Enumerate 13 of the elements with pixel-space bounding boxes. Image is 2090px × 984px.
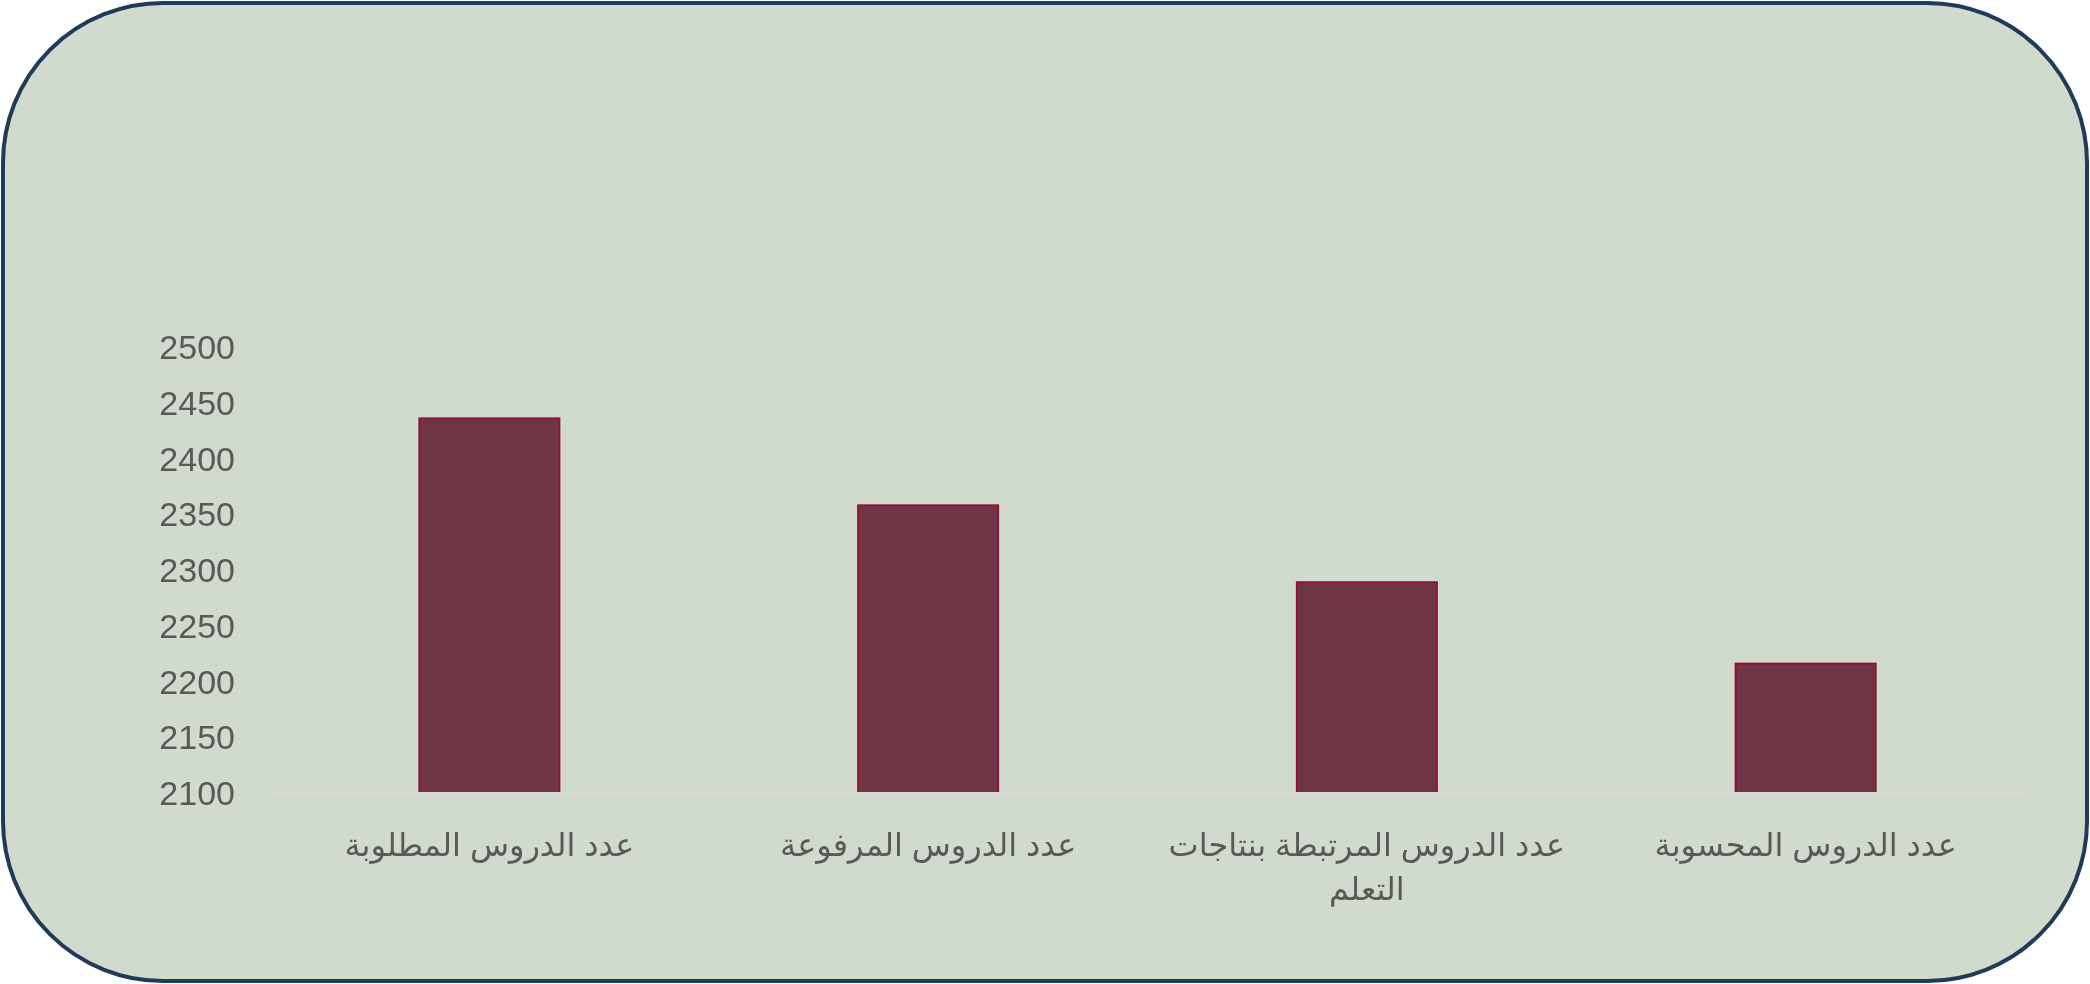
y-tick-label: 2400 bbox=[159, 439, 235, 478]
y-tick-label: 2300 bbox=[159, 551, 235, 589]
x-tick-label: عدد الدروس المرتبطة بنتاجات التعلم bbox=[1168, 827, 1566, 907]
y-tick-label: 2200 bbox=[159, 662, 235, 701]
x-tick-label: عدد الدروس المطلوبة bbox=[344, 827, 635, 864]
x-tick-label: عدد الدروس المحسوبة bbox=[1654, 827, 1957, 864]
y-tick-label: 2500 bbox=[159, 328, 235, 366]
x-tick-label: عدد الدروس المرفوعة bbox=[780, 827, 1077, 864]
y-tick-label: 2450 bbox=[159, 383, 235, 422]
y-tick-label: 2150 bbox=[159, 718, 235, 757]
y-tick-label: 2250 bbox=[159, 606, 235, 645]
y-tick-label: 2100 bbox=[159, 774, 235, 812]
y-tick-label: 2350 bbox=[159, 495, 235, 534]
